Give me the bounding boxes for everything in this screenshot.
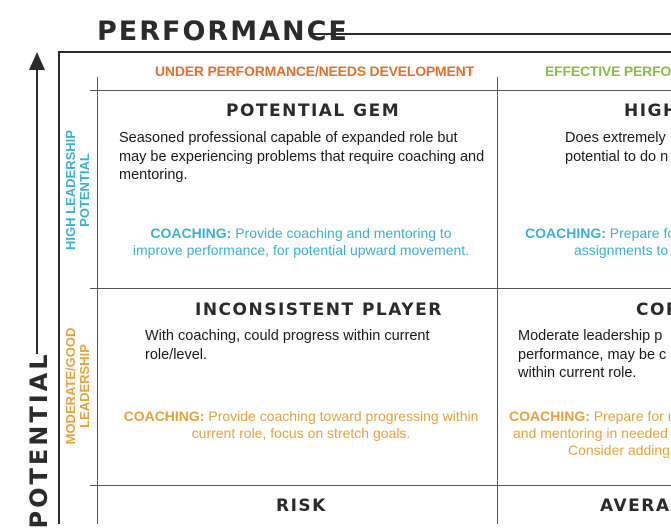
coaching-label: COACHING:: [509, 408, 590, 424]
grid-divider-vertical: [97, 77, 98, 524]
grid-divider-horizontal: [90, 90, 671, 91]
cell-description-potential-gem: Seasoned professional capable of expande…: [119, 130, 485, 183]
grid-frame-left: [58, 51, 60, 524]
coaching-text: Consider adding a: [568, 442, 671, 458]
coaching-text: Provide coaching toward progressing with…: [191, 408, 479, 441]
description-line: Does extremely: [565, 130, 666, 146]
description-line: performance, may be c: [518, 346, 667, 363]
cell-title-potential-gem: POTENTIAL GEM: [226, 101, 401, 121]
grid-divider-horizontal: [90, 485, 671, 486]
row-label-line: HIGH LEADERSHIP: [63, 130, 78, 250]
row-label-line: MODERATE/GOOD: [63, 327, 78, 445]
coaching-text: Prepare for upw: [593, 408, 671, 424]
coaching-text: Prepare for u: [609, 225, 671, 241]
description-line: potential to do n: [565, 148, 669, 165]
performance-title: PERFORMANCE: [97, 16, 349, 47]
cell-coaching-potential-gem: COACHING: Provide coaching and mentoring…: [128, 225, 474, 259]
row-label-line: POTENTIAL: [77, 153, 92, 227]
row-label-high-leadership: HIGH LEADERSHIP POTENTIAL: [63, 130, 92, 250]
potential-axis-label: POTENTIAL: [25, 351, 53, 529]
arrow-up-icon: [29, 52, 45, 70]
potential-axis-line: [36, 62, 38, 354]
cell-title-inconsistent-player: INCONSISTENT PLAYER: [195, 300, 443, 320]
cell-title-average: AVERAG: [600, 496, 671, 516]
grid-frame-top: [58, 51, 671, 53]
row-label-line: LEADERSHIP: [77, 344, 92, 428]
column-header-under-performance: UNDER PERFORMANCE/NEEDS DEVELOPMENT: [155, 63, 474, 79]
description-line: Moderate leadership p: [518, 328, 663, 344]
row-label-moderate-leadership: MODERATE/GOOD LEADERSHIP: [63, 327, 92, 445]
description-line: within current role.: [518, 365, 637, 381]
grid-divider-vertical: [497, 77, 498, 524]
cell-coaching-inconsistent-player: COACHING: Provide coaching toward progre…: [105, 408, 497, 442]
coaching-label: COACHING:: [525, 225, 606, 241]
coaching-text: assignments to h: [574, 242, 671, 258]
performance-axis-line: [310, 33, 671, 35]
coaching-text: Provide coaching and mentoring to improv…: [132, 225, 470, 258]
cell-title-core: COR: [636, 300, 671, 320]
cell-title-high: HIGH: [624, 101, 671, 121]
grid-divider-horizontal: [90, 288, 671, 289]
cell-title-risk: RISK: [276, 496, 327, 516]
coaching-label: COACHING:: [123, 408, 205, 424]
coaching-text: and mentoring in needed a: [513, 425, 671, 441]
coaching-label: COACHING:: [150, 225, 232, 241]
cell-description-inconsistent-player: With coaching, could progress within cur…: [145, 328, 430, 363]
column-header-effective-performance: EFFECTIVE PERFORM: [545, 63, 671, 79]
cell-coaching-high: COACHING: Prepare for uassignments to h: [525, 225, 671, 259]
cell-description-high: Does extremely potential to do n: [565, 129, 671, 166]
cell-coaching-core: COACHING: Prepare for upwand mentoring i…: [509, 408, 671, 459]
cell-description-core: Moderate leadership p performance, may b…: [518, 327, 671, 383]
